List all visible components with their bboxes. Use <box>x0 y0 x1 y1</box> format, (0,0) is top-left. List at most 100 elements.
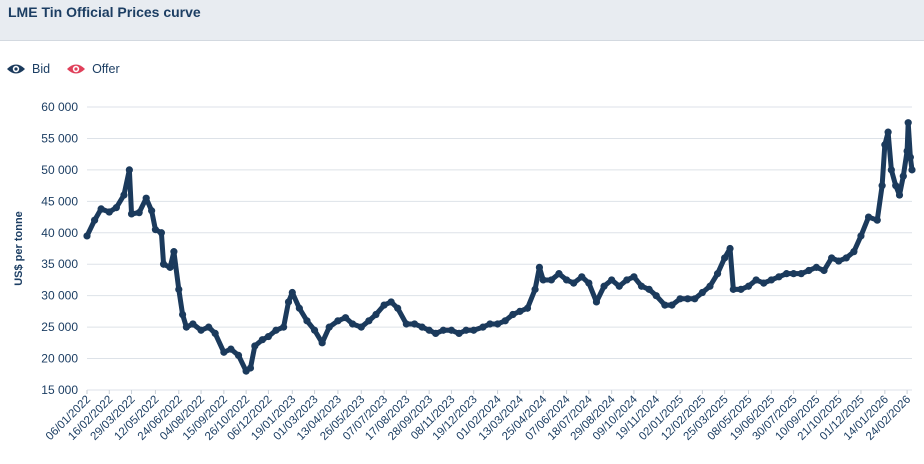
data-point-bid[interactable] <box>211 329 219 337</box>
data-point-bid[interactable] <box>585 279 593 287</box>
data-point-bid[interactable] <box>721 254 729 262</box>
data-point-bid[interactable] <box>729 285 737 293</box>
data-point-bid[interactable] <box>903 147 911 155</box>
data-point-bid[interactable] <box>726 244 734 253</box>
data-point-bid[interactable] <box>892 182 900 190</box>
data-point-bid[interactable] <box>142 194 150 202</box>
data-point-bid[interactable] <box>698 288 706 297</box>
data-point-bid[interactable] <box>127 210 136 218</box>
data-point-bid[interactable] <box>884 128 892 136</box>
data-point-bid[interactable] <box>175 285 183 293</box>
data-point-bid[interactable] <box>908 166 916 174</box>
data-point-bid[interactable] <box>83 232 91 240</box>
data-point-bid[interactable] <box>303 317 311 325</box>
data-point-bid[interactable] <box>272 326 280 334</box>
data-point-bid[interactable] <box>91 216 99 224</box>
data-point-bid[interactable] <box>895 191 904 199</box>
data-point-bid[interactable] <box>157 229 166 237</box>
data-point-bid[interactable] <box>782 270 791 278</box>
data-point-bid[interactable] <box>97 205 105 213</box>
data-point-bid[interactable] <box>555 270 563 278</box>
data-point-bid[interactable] <box>713 270 722 278</box>
data-point-bid[interactable] <box>280 323 288 331</box>
data-point-bid[interactable] <box>873 216 881 224</box>
data-point-bid[interactable] <box>402 320 410 328</box>
data-point-bid[interactable] <box>166 263 174 271</box>
data-point-bid[interactable] <box>425 326 433 334</box>
data-point-bid[interactable] <box>234 351 243 360</box>
data-point-bid[interactable] <box>645 285 653 293</box>
data-point-bid[interactable] <box>189 320 197 328</box>
data-point-bid[interactable] <box>691 295 699 303</box>
data-point-bid[interactable] <box>220 348 228 356</box>
data-point-bid[interactable] <box>151 226 160 234</box>
data-point-bid[interactable] <box>668 301 676 309</box>
data-point-bid[interactable] <box>608 276 616 284</box>
data-point-bid[interactable] <box>535 263 544 271</box>
data-point-bid[interactable] <box>615 282 623 290</box>
data-point-bid[interactable] <box>706 282 714 290</box>
data-point-bid[interactable] <box>227 345 235 353</box>
data-point-bid[interactable] <box>418 323 426 331</box>
data-point-bid[interactable] <box>295 304 303 312</box>
data-point-bid[interactable] <box>148 207 156 215</box>
data-point-bid[interactable] <box>630 273 638 281</box>
data-point-bid[interactable] <box>857 232 865 240</box>
data-point-bid[interactable] <box>493 320 502 328</box>
data-point-bid[interactable] <box>820 266 828 275</box>
data-point-bid[interactable] <box>539 276 547 284</box>
data-point-bid[interactable] <box>828 254 836 262</box>
data-point-bid[interactable] <box>357 323 365 331</box>
data-point-bid[interactable] <box>516 307 524 315</box>
data-point-bid[interactable] <box>447 326 456 334</box>
data-point-bid[interactable] <box>310 326 319 334</box>
data-point-bid[interactable] <box>258 336 267 344</box>
data-point-bid[interactable] <box>878 182 886 190</box>
data-point-bid[interactable] <box>455 329 463 337</box>
data-point-bid[interactable] <box>850 248 858 256</box>
data-point-bid[interactable] <box>881 141 889 149</box>
legend-item-offer[interactable]: Offer <box>66 62 120 76</box>
data-point-bid[interactable] <box>372 310 380 319</box>
data-point-bid[interactable] <box>835 257 843 265</box>
data-point-bid[interactable] <box>623 276 631 284</box>
data-point-bid[interactable] <box>562 276 571 284</box>
data-point-bid[interactable] <box>899 172 907 180</box>
data-point-bid[interactable] <box>439 326 447 334</box>
data-point-bid[interactable] <box>246 364 255 372</box>
data-point-bid[interactable] <box>547 276 555 284</box>
data-point-bid[interactable] <box>592 298 601 306</box>
data-point-bid[interactable] <box>205 323 213 331</box>
data-point-bid[interactable] <box>251 342 259 350</box>
data-point-bid[interactable] <box>570 279 578 287</box>
data-point-bid[interactable] <box>325 323 333 331</box>
data-point-bid[interactable] <box>178 310 187 319</box>
data-point-bid[interactable] <box>887 166 895 174</box>
data-point-bid[interactable] <box>462 326 470 334</box>
data-point-bid[interactable] <box>864 213 873 221</box>
data-point-bid[interactable] <box>531 285 539 293</box>
data-point-bid[interactable] <box>341 314 350 322</box>
data-point-bid[interactable] <box>334 317 342 325</box>
data-point-bid[interactable] <box>486 320 494 328</box>
data-point-bid[interactable] <box>797 270 805 278</box>
data-point-bid[interactable] <box>812 263 821 271</box>
data-point-bid[interactable] <box>284 298 293 306</box>
data-point-bid[interactable] <box>135 209 143 217</box>
data-point-bid[interactable] <box>170 248 178 256</box>
data-point-bid[interactable] <box>637 282 646 290</box>
data-point-bid[interactable] <box>125 166 133 174</box>
data-point-bid[interactable] <box>775 273 783 281</box>
data-point-bid[interactable] <box>661 301 669 309</box>
data-point-bid[interactable] <box>684 295 692 303</box>
data-point-bid[interactable] <box>600 282 608 290</box>
data-point-bid[interactable] <box>182 323 190 331</box>
data-point-bid[interactable] <box>470 326 478 334</box>
data-point-bid[interactable] <box>288 288 296 297</box>
data-point-bid[interactable] <box>789 270 798 278</box>
data-point-bid[interactable] <box>432 329 440 337</box>
data-point-bid[interactable] <box>767 276 775 284</box>
data-point-bid[interactable] <box>805 266 813 275</box>
data-point-bid[interactable] <box>410 320 419 328</box>
data-point-bid[interactable] <box>105 208 113 216</box>
